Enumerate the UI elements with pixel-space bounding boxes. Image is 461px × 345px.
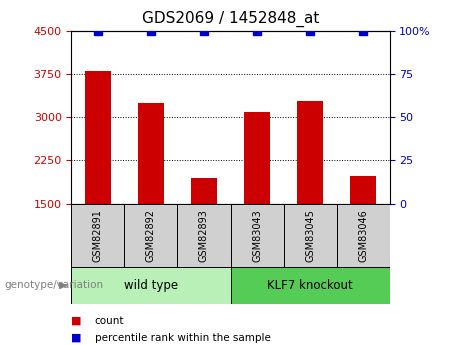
Bar [337, 204, 390, 267]
Bar [71, 204, 124, 267]
Text: GSM82891: GSM82891 [93, 209, 103, 262]
Bar [350, 176, 376, 204]
Text: GSM82893: GSM82893 [199, 209, 209, 262]
Bar [230, 267, 390, 304]
Text: percentile rank within the sample: percentile rank within the sample [95, 333, 271, 343]
Text: wild type: wild type [124, 279, 178, 292]
Text: ■: ■ [71, 333, 82, 343]
Bar [191, 178, 217, 204]
Text: KLF7 knockout: KLF7 knockout [267, 279, 353, 292]
Text: GSM83045: GSM83045 [305, 209, 315, 262]
Text: genotype/variation: genotype/variation [5, 280, 104, 290]
Text: GSM83043: GSM83043 [252, 209, 262, 262]
Bar [71, 267, 230, 304]
Bar [284, 204, 337, 267]
Text: ■: ■ [71, 316, 82, 326]
Bar [124, 204, 177, 267]
Bar [244, 111, 270, 204]
Bar [138, 103, 164, 204]
Bar [177, 204, 230, 267]
Text: count: count [95, 316, 124, 326]
Text: GSM83046: GSM83046 [358, 209, 368, 262]
Text: GDS2069 / 1452848_at: GDS2069 / 1452848_at [142, 10, 319, 27]
Bar [230, 204, 284, 267]
Bar [297, 101, 323, 204]
Bar [85, 71, 111, 204]
Text: GSM82892: GSM82892 [146, 209, 156, 262]
